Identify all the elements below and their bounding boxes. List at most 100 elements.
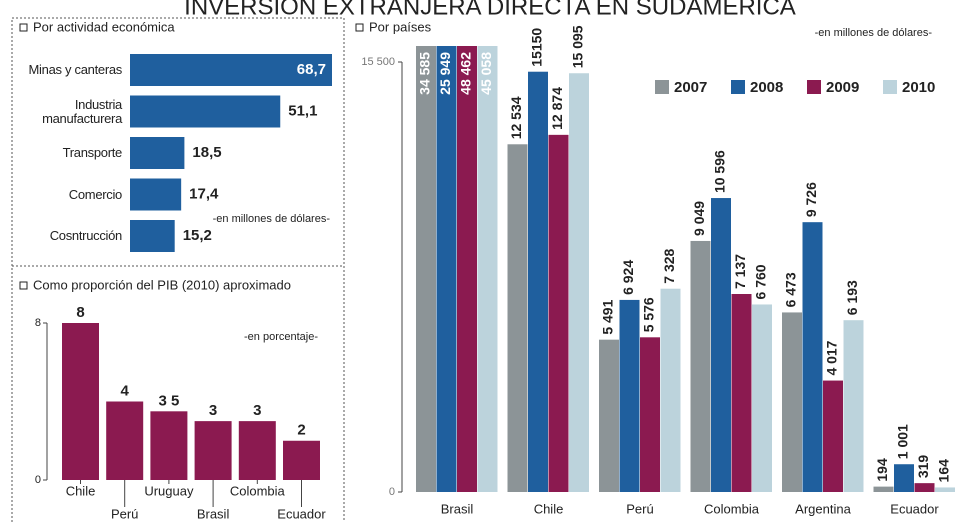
bar bbox=[477, 46, 498, 492]
x-tick-label: Argentina bbox=[795, 501, 851, 516]
value-label: 12 874 bbox=[549, 87, 565, 130]
value-label: 3 bbox=[209, 402, 217, 419]
category-label: Comercio bbox=[68, 186, 123, 202]
value-label: 68,7 bbox=[297, 61, 326, 78]
note: -en millones de dólares- bbox=[213, 213, 331, 225]
value-label: 12 534 bbox=[508, 96, 524, 139]
bar bbox=[507, 144, 528, 492]
legend-label: 2008 bbox=[750, 79, 783, 96]
value-label: 18,5 bbox=[192, 144, 221, 161]
value-label: 25 949 bbox=[437, 52, 453, 95]
value-label: 194 bbox=[874, 458, 890, 482]
value-label: 5 576 bbox=[641, 297, 657, 332]
y-tick-label: 0 bbox=[389, 486, 395, 498]
bar bbox=[283, 440, 320, 480]
x-tick-label: Perú bbox=[626, 501, 653, 516]
x-tick-label: Colombia bbox=[230, 483, 286, 498]
value-label: 319 bbox=[915, 455, 931, 479]
bar bbox=[62, 323, 99, 480]
bar bbox=[130, 178, 182, 211]
legend-swatch bbox=[731, 80, 745, 94]
header-icon bbox=[19, 23, 28, 32]
value-label: 9 726 bbox=[803, 182, 819, 217]
legend-label: 2007 bbox=[674, 79, 707, 96]
x-tick-label: Ecuador bbox=[890, 501, 939, 516]
bar bbox=[106, 401, 144, 480]
value-label: 6 924 bbox=[620, 260, 636, 295]
y-tick-label: 0 bbox=[35, 474, 41, 486]
bar bbox=[619, 299, 640, 492]
header-icon bbox=[355, 23, 364, 32]
value-label: 7 137 bbox=[732, 254, 748, 289]
x-tick-label: Chile bbox=[66, 483, 96, 498]
category-label: Transporte bbox=[62, 145, 123, 160]
page-title: INVERSIÓN EXTRANJERA DIRECTA EN SUDAMÉRI… bbox=[184, 0, 796, 20]
value-label: 15,2 bbox=[183, 227, 212, 244]
category-label: Industria manufacturera bbox=[42, 96, 122, 126]
value-label: 34 585 bbox=[417, 52, 433, 95]
bar bbox=[660, 288, 681, 492]
panel-border bbox=[11, 17, 345, 522]
bar bbox=[130, 95, 281, 128]
value-label: 45 058 bbox=[478, 52, 494, 95]
legend-label: 2009 bbox=[826, 79, 859, 96]
value-label: 4 bbox=[121, 382, 130, 399]
value-label: 10 596 bbox=[712, 150, 728, 193]
panel-title: Como proporción del PIB (2010) aproximad… bbox=[33, 277, 291, 292]
bar bbox=[548, 134, 569, 492]
value-label: 4 017 bbox=[824, 340, 840, 375]
note: -en porcentaje- bbox=[244, 331, 318, 343]
note: -en millones de dólares- bbox=[815, 27, 933, 39]
value-label: 6 473 bbox=[783, 272, 799, 307]
value-label: 7 328 bbox=[661, 248, 677, 283]
value-label: 15 095 bbox=[570, 25, 586, 68]
x-tick-label: Brasil bbox=[441, 501, 474, 516]
legend-swatch bbox=[655, 80, 669, 94]
value-label: 9 049 bbox=[691, 201, 707, 236]
value-label: 6 193 bbox=[844, 280, 860, 315]
value-label: 3 5 bbox=[158, 392, 179, 409]
bar bbox=[130, 220, 175, 252]
legend-swatch bbox=[883, 80, 897, 94]
value-label: 15150 bbox=[529, 28, 545, 67]
x-tick-label: Ecuador bbox=[277, 506, 326, 521]
x-tick-label: Colombia bbox=[704, 501, 760, 516]
bar bbox=[731, 294, 752, 492]
bar bbox=[782, 312, 802, 492]
legend-label: 2010 bbox=[902, 79, 935, 96]
bar bbox=[569, 73, 589, 493]
value-label: 3 bbox=[253, 402, 261, 419]
panel-title: Por países bbox=[369, 19, 432, 34]
bar bbox=[436, 46, 457, 492]
value-label: 6 760 bbox=[753, 264, 769, 299]
bar bbox=[690, 240, 711, 492]
bar bbox=[150, 411, 188, 480]
y-tick-label: 8 bbox=[35, 317, 41, 329]
bar bbox=[894, 464, 914, 492]
bar bbox=[843, 320, 864, 492]
bar bbox=[802, 222, 823, 492]
bar bbox=[711, 198, 731, 492]
value-label: 164 bbox=[936, 459, 952, 483]
bar bbox=[194, 421, 232, 480]
bar bbox=[752, 304, 772, 492]
category-label: Cosntrucción bbox=[49, 228, 123, 243]
bar bbox=[528, 71, 548, 492]
bar bbox=[935, 487, 955, 492]
y-tick-label: 15 500 bbox=[361, 56, 395, 68]
bar bbox=[130, 54, 332, 86]
value-label: 8 bbox=[76, 304, 84, 321]
bar bbox=[130, 137, 185, 169]
value-label: 5 491 bbox=[600, 299, 616, 334]
value-label: 1 001 bbox=[895, 424, 911, 459]
panel-title: Por actividad económica bbox=[33, 19, 175, 34]
bars bbox=[416, 46, 955, 493]
value-label: 51,1 bbox=[288, 102, 317, 119]
bar bbox=[416, 46, 436, 492]
value-label: 17,4 bbox=[189, 185, 219, 202]
x-tick-label: Brasil bbox=[197, 506, 230, 521]
bar bbox=[873, 486, 894, 492]
bar bbox=[823, 380, 843, 492]
